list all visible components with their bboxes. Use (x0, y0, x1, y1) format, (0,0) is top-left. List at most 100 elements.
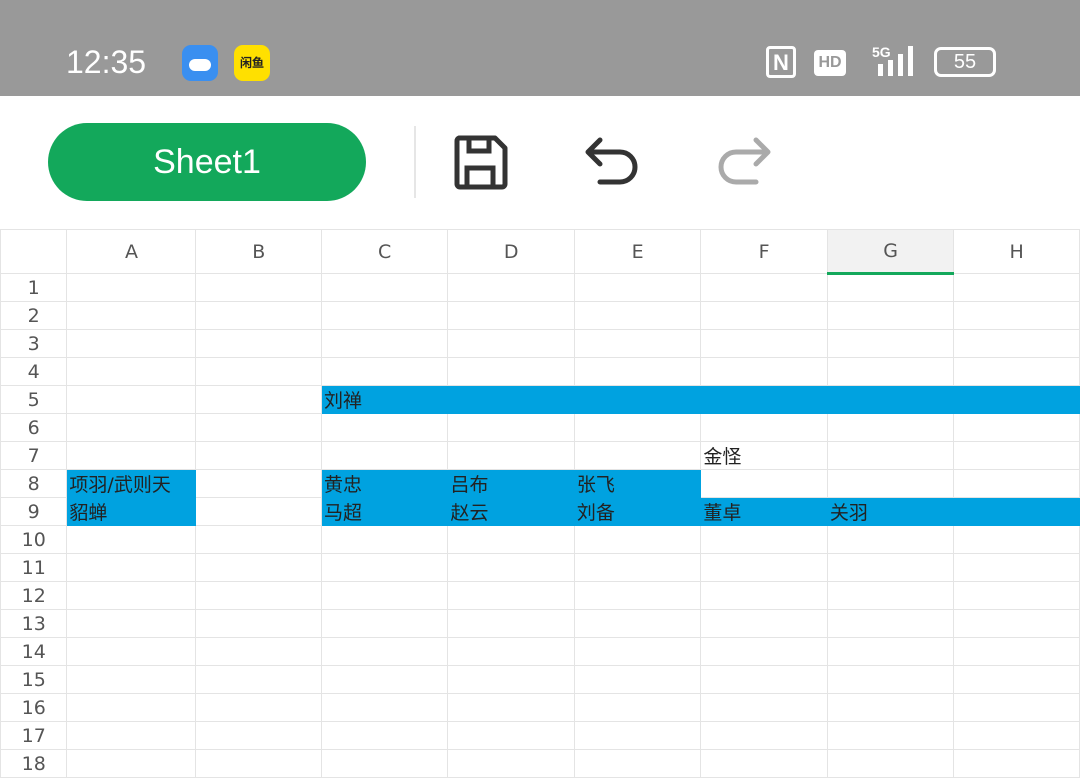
cell-f10[interactable] (700, 525, 828, 554)
cell-c2[interactable] (320, 301, 449, 330)
cell-g9[interactable]: 关羽 (826, 497, 955, 526)
cell-c13[interactable] (320, 609, 449, 638)
cell-e7[interactable] (573, 441, 702, 470)
cell-e3[interactable] (573, 329, 702, 358)
row-header-8[interactable]: 8 (0, 469, 68, 498)
cell-h3[interactable] (953, 329, 1080, 358)
cell-e13[interactable] (573, 609, 702, 638)
cell-c10[interactable] (320, 525, 449, 554)
cell-f4[interactable] (700, 357, 828, 386)
cell-e6[interactable] (573, 413, 702, 442)
cell-e11[interactable] (573, 553, 702, 582)
cell-d10[interactable] (447, 525, 575, 554)
cell-a3[interactable] (66, 329, 197, 358)
cell-a6[interactable] (66, 413, 197, 442)
cell-c12[interactable] (320, 581, 449, 610)
cell-e2[interactable] (573, 301, 702, 330)
cell-b3[interactable] (195, 329, 322, 358)
row-header-5[interactable]: 5 (0, 385, 68, 414)
cell-h1[interactable] (953, 273, 1080, 302)
cell-a12[interactable] (66, 581, 197, 610)
cell-d2[interactable] (447, 301, 575, 330)
cell-c1[interactable] (320, 273, 449, 302)
cell-e15[interactable] (573, 665, 702, 694)
cell-f12[interactable] (700, 581, 828, 610)
cell-f8[interactable] (700, 469, 828, 498)
cell-g15[interactable] (826, 665, 955, 694)
cell-h18[interactable] (953, 749, 1080, 778)
cell-b8[interactable] (195, 469, 322, 498)
row-header-3[interactable]: 3 (0, 329, 68, 358)
cell-b11[interactable] (195, 553, 322, 582)
cell-c9[interactable]: 马超 (320, 497, 449, 526)
cell-g17[interactable] (826, 721, 955, 750)
cell-g6[interactable] (826, 413, 955, 442)
cell-c8[interactable]: 黄忠 (320, 469, 449, 498)
cell-f5[interactable] (700, 385, 828, 414)
cell-a7[interactable] (66, 441, 197, 470)
cell-b1[interactable] (195, 273, 322, 302)
cell-d9[interactable]: 赵云 (447, 497, 575, 526)
cell-h10[interactable] (953, 525, 1080, 554)
row-header-12[interactable]: 12 (0, 581, 68, 610)
cell-b14[interactable] (195, 637, 322, 666)
cell-h4[interactable] (953, 357, 1080, 386)
cell-f1[interactable] (700, 273, 828, 302)
cell-e12[interactable] (573, 581, 702, 610)
cell-f16[interactable] (700, 693, 828, 722)
sheet-tab-button[interactable]: Sheet1 (48, 123, 366, 201)
select-all-corner[interactable] (0, 229, 68, 274)
cell-h9[interactable] (953, 497, 1080, 526)
cell-e17[interactable] (573, 721, 702, 750)
cell-g10[interactable] (826, 525, 955, 554)
cell-g4[interactable] (826, 357, 955, 386)
cell-b12[interactable] (195, 581, 322, 610)
column-header-b[interactable]: B (195, 229, 322, 274)
cell-g3[interactable] (826, 329, 955, 358)
cell-f13[interactable] (700, 609, 828, 638)
cell-d13[interactable] (447, 609, 575, 638)
cell-h14[interactable] (953, 637, 1080, 666)
cell-g2[interactable] (826, 301, 955, 330)
cell-c14[interactable] (320, 637, 449, 666)
cell-e5[interactable] (573, 385, 702, 414)
cell-c17[interactable] (320, 721, 449, 750)
cell-d16[interactable] (447, 693, 575, 722)
save-icon[interactable] (451, 132, 511, 192)
cell-f2[interactable] (700, 301, 828, 330)
cell-g16[interactable] (826, 693, 955, 722)
cell-a15[interactable] (66, 665, 197, 694)
cell-e10[interactable] (573, 525, 702, 554)
cell-a18[interactable] (66, 749, 197, 778)
cell-h15[interactable] (953, 665, 1080, 694)
cell-a11[interactable] (66, 553, 197, 582)
cell-g18[interactable] (826, 749, 955, 778)
cell-d3[interactable] (447, 329, 575, 358)
row-header-14[interactable]: 14 (0, 637, 68, 666)
cell-h11[interactable] (953, 553, 1080, 582)
cell-d11[interactable] (447, 553, 575, 582)
cell-d1[interactable] (447, 273, 575, 302)
cell-c15[interactable] (320, 665, 449, 694)
cell-e4[interactable] (573, 357, 702, 386)
row-header-6[interactable]: 6 (0, 413, 68, 442)
cell-d18[interactable] (447, 749, 575, 778)
row-header-16[interactable]: 16 (0, 693, 68, 722)
cell-b10[interactable] (195, 525, 322, 554)
row-header-7[interactable]: 7 (0, 441, 68, 470)
undo-icon[interactable] (582, 132, 642, 192)
cell-e8[interactable]: 张飞 (573, 469, 702, 498)
cell-f9[interactable]: 董卓 (700, 497, 828, 526)
row-header-4[interactable]: 4 (0, 357, 68, 386)
row-header-1[interactable]: 1 (0, 273, 68, 302)
cell-h5[interactable] (953, 385, 1080, 414)
cell-h13[interactable] (953, 609, 1080, 638)
cell-d15[interactable] (447, 665, 575, 694)
cell-c11[interactable] (320, 553, 449, 582)
cell-g14[interactable] (826, 637, 955, 666)
row-header-15[interactable]: 15 (0, 665, 68, 694)
cell-c6[interactable] (320, 413, 449, 442)
column-header-g[interactable]: G (826, 229, 955, 275)
cell-d6[interactable] (447, 413, 575, 442)
cell-a10[interactable] (66, 525, 197, 554)
